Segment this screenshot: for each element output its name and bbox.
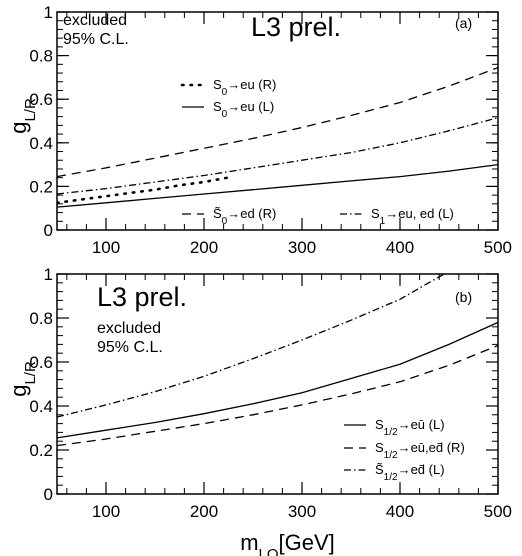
y-axis-label-main: g (6, 385, 31, 397)
legend-label: S1→eu, ed (L) (371, 206, 454, 227)
legend-text-part: →eū (L) (398, 417, 445, 432)
legend-text-part: S̃ (213, 206, 222, 221)
legend-subscript: 0 (222, 109, 228, 120)
y-axis-label: gL/R (6, 98, 39, 134)
legend-label: S0→eu (R) (213, 77, 276, 98)
experiment-label: L3 prel. (97, 282, 187, 312)
y-axis-label-sub: L/R (22, 361, 39, 385)
y-tick-label: 0.6 (29, 353, 53, 372)
x-axis-label-main: m (240, 530, 258, 555)
x-tick-label: 300 (288, 238, 316, 257)
x-tick-label: 100 (92, 502, 120, 521)
x-axis-label: mLQ[GeV] (240, 530, 335, 556)
y-tick-label: 0.8 (29, 309, 53, 328)
y-axis-label: gL/R (6, 361, 39, 397)
series-line-dotted (57, 175, 235, 205)
x-tick-label: 400 (386, 502, 414, 521)
series-line-solid (57, 321, 498, 439)
x-tick-label: 300 (288, 502, 316, 521)
legend-text-part: →ed (R) (227, 206, 276, 221)
y-tick-label: 0.2 (29, 177, 53, 196)
plot-frame (56, 11, 499, 231)
y-tick-label: 0.4 (29, 134, 53, 153)
y-tick-label: 0.8 (29, 47, 53, 66)
excluded-region-label: 95% C.L. (63, 31, 129, 48)
x-axis-label-sub: LQ (259, 546, 279, 556)
x-tick-label: 200 (190, 238, 218, 257)
legend-subscript: 0 (222, 87, 228, 98)
panel-b: 0 0.2 0.4 0.6 0.8 1 100 200 300 400 500 gL/R mLQ[GeV… (6, 265, 512, 556)
y-axis-label-main: g (6, 122, 31, 134)
legend-text-part: S (213, 99, 222, 114)
series-line-dashdot (57, 274, 445, 418)
x-tick-label: 500 (484, 502, 512, 521)
legend-text-part: S (371, 206, 380, 221)
series-line-dashed (57, 66, 498, 178)
y-tick-label: 0.4 (29, 397, 53, 416)
legend-text-part: S (375, 440, 384, 455)
legend-text-part: →eū,ed̄ (R) (398, 440, 465, 455)
legend-subscript: 1/2 (384, 427, 398, 438)
legend-text-part: →eu (L) (227, 99, 274, 114)
legend-text-part: S̃ (375, 462, 384, 477)
legend-subscript: 1/2 (384, 450, 398, 461)
legend-label: S1/2→eū,ed̄ (R) (375, 440, 465, 461)
legend-text-part: S (375, 417, 384, 432)
panel-tag: (b) (455, 289, 472, 305)
legend-text-part: →eu, ed (L) (385, 206, 454, 221)
x-tick-label: 100 (92, 238, 120, 257)
excluded-region-label: excluded (63, 12, 127, 29)
plot-frame (56, 273, 499, 495)
y-tick-label: 0.6 (29, 90, 53, 109)
legend-subscript: 0 (222, 216, 228, 227)
legend-text-part: →ed̄ (L) (398, 462, 445, 477)
y-tick-label: 0.2 (29, 441, 53, 460)
x-tick-label: 400 (386, 238, 414, 257)
legend-label: S̃1/2→ed̄ (L) (375, 462, 445, 483)
panel-tag: (a) (455, 15, 472, 31)
series-line-solid (57, 163, 498, 208)
experiment-label: L3 prel. (251, 12, 341, 42)
y-tick-label: 1 (44, 3, 53, 22)
x-tick-label: 200 (190, 502, 218, 521)
excluded-region-label: 95% C.L. (97, 339, 163, 356)
legend-text-part: S (213, 77, 222, 92)
legend-label: S̃0→ed (R) (213, 206, 276, 227)
x-tick-label: 500 (484, 238, 512, 257)
excluded-region-label: excluded (97, 320, 161, 337)
x-axis-label-unit: [GeV] (279, 530, 335, 555)
y-tick-label: 1 (44, 265, 53, 284)
y-axis-label-sub: L/R (22, 98, 39, 122)
y-tick-label: 0 (44, 485, 53, 504)
legend-label: S0→eu (L) (213, 99, 274, 120)
y-tick-label: 0 (44, 221, 53, 240)
legend-subscript: 1/2 (384, 472, 398, 483)
series-line-dashdot (57, 117, 498, 195)
legend-label: S1/2→eū (L) (375, 417, 445, 438)
legend-subscript: 1 (380, 216, 386, 227)
legend-text-part: →eu (R) (227, 77, 276, 92)
